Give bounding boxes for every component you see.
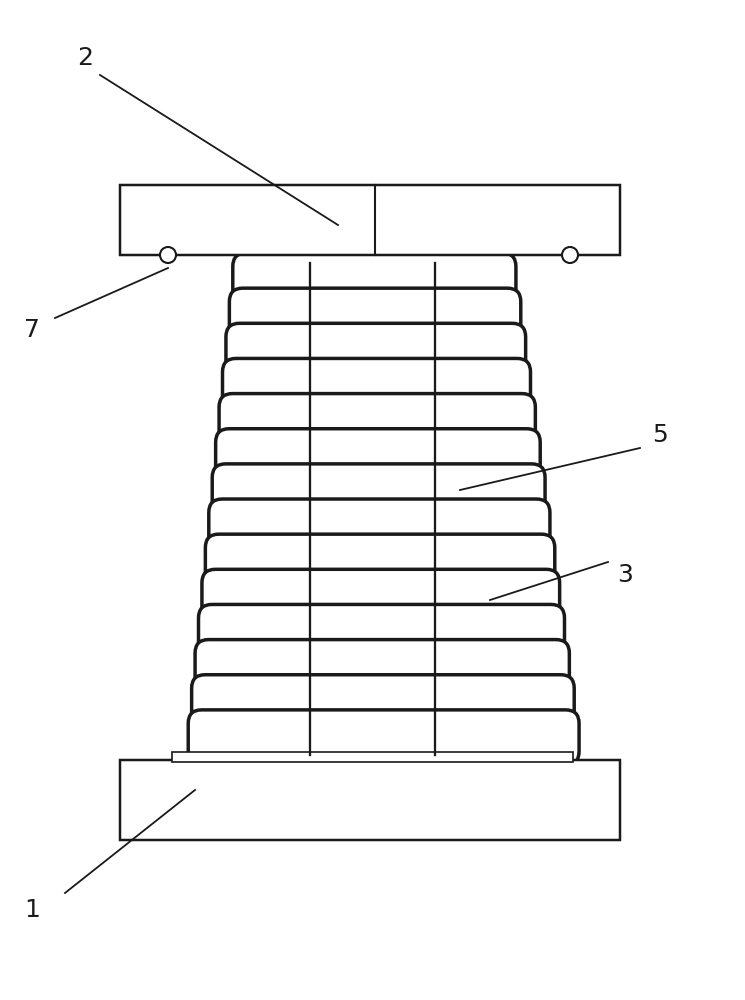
Bar bbox=[120, 185, 620, 255]
FancyBboxPatch shape bbox=[226, 323, 526, 378]
FancyBboxPatch shape bbox=[229, 288, 521, 343]
Bar bbox=[120, 760, 620, 840]
Circle shape bbox=[562, 247, 578, 263]
FancyBboxPatch shape bbox=[215, 429, 540, 484]
FancyBboxPatch shape bbox=[191, 675, 574, 730]
FancyBboxPatch shape bbox=[198, 604, 565, 660]
FancyBboxPatch shape bbox=[232, 253, 516, 308]
FancyBboxPatch shape bbox=[223, 358, 530, 414]
Bar bbox=[172, 752, 573, 762]
FancyBboxPatch shape bbox=[188, 710, 579, 765]
Text: 3: 3 bbox=[617, 563, 633, 587]
Circle shape bbox=[160, 247, 176, 263]
FancyBboxPatch shape bbox=[195, 640, 569, 695]
FancyBboxPatch shape bbox=[219, 394, 536, 449]
FancyBboxPatch shape bbox=[202, 569, 559, 624]
FancyBboxPatch shape bbox=[206, 534, 555, 589]
Text: 7: 7 bbox=[24, 318, 40, 342]
Text: 5: 5 bbox=[652, 423, 668, 447]
Text: 1: 1 bbox=[24, 898, 40, 922]
FancyBboxPatch shape bbox=[212, 464, 545, 519]
Text: 2: 2 bbox=[77, 46, 93, 70]
FancyBboxPatch shape bbox=[209, 499, 550, 554]
